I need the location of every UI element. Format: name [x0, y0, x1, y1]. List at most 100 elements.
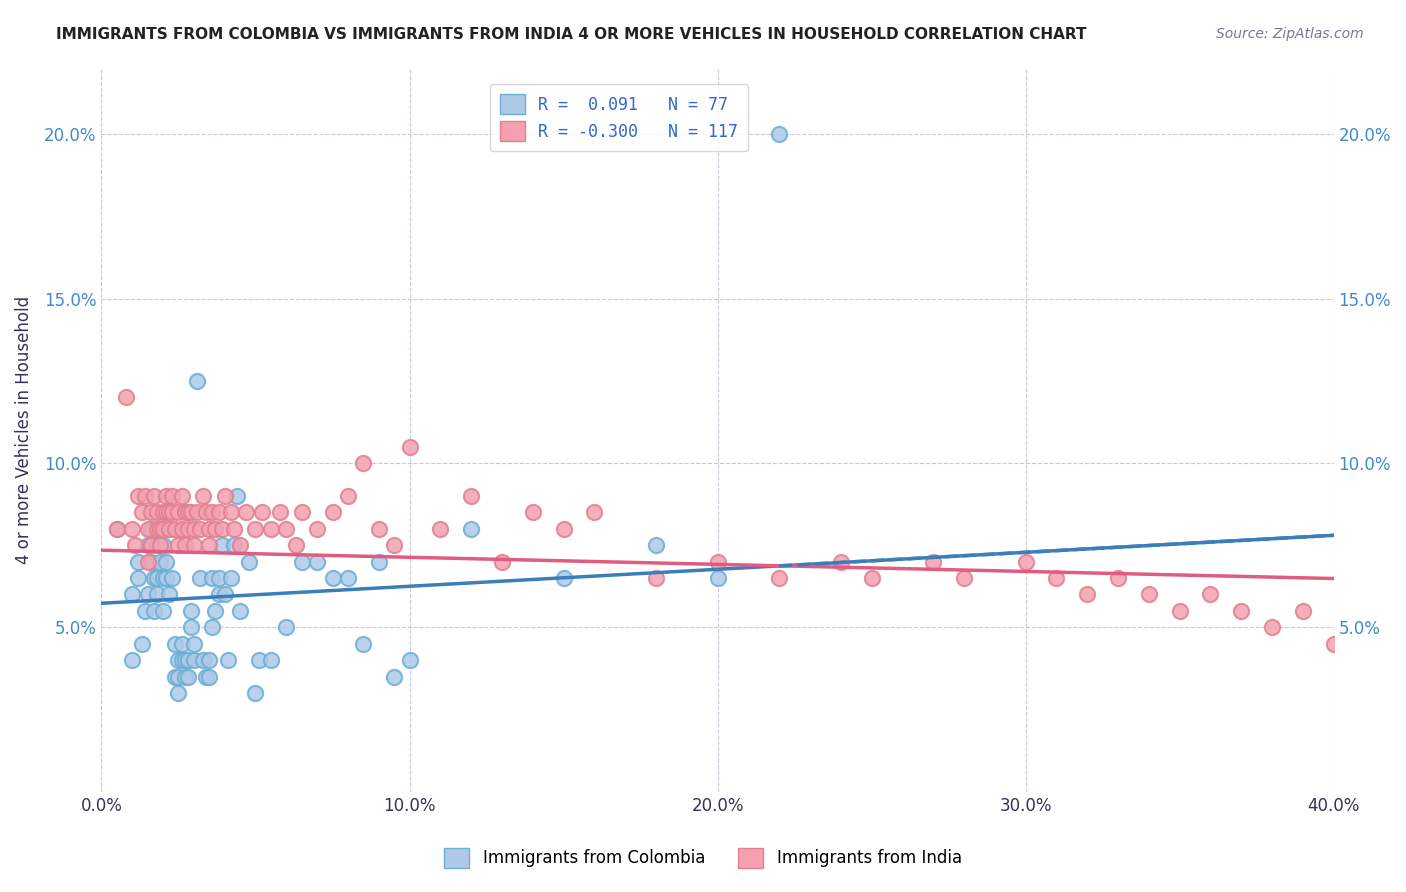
Point: [177, 653, 200, 667]
Point: [142, 571, 165, 585]
Point: [830, 555, 852, 569]
Point: [186, 374, 208, 388]
Point: [177, 670, 200, 684]
Point: [336, 489, 359, 503]
Point: [207, 587, 229, 601]
Point: [269, 505, 291, 519]
Point: [429, 522, 451, 536]
Point: [1323, 637, 1346, 651]
Point: [136, 522, 159, 536]
Point: [460, 489, 482, 503]
Point: [146, 522, 169, 536]
Point: [152, 571, 174, 585]
Point: [146, 505, 169, 519]
Point: [201, 505, 224, 519]
Point: [186, 505, 208, 519]
Point: [201, 571, 224, 585]
Point: [139, 505, 162, 519]
Point: [367, 522, 389, 536]
Point: [134, 604, 156, 618]
Point: [583, 505, 606, 519]
Point: [1107, 571, 1129, 585]
Point: [173, 653, 195, 667]
Point: [195, 670, 218, 684]
Point: [229, 538, 252, 552]
Point: [183, 522, 205, 536]
Point: [235, 505, 257, 519]
Point: [645, 538, 668, 552]
Point: [167, 686, 190, 700]
Text: IMMIGRANTS FROM COLOMBIA VS IMMIGRANTS FROM INDIA 4 OR MORE VEHICLES IN HOUSEHOL: IMMIGRANTS FROM COLOMBIA VS IMMIGRANTS F…: [56, 27, 1087, 42]
Legend: R =  0.091   N = 77, R = -0.300   N = 117: R = 0.091 N = 77, R = -0.300 N = 117: [489, 84, 748, 152]
Point: [188, 571, 211, 585]
Point: [768, 128, 790, 142]
Point: [768, 571, 790, 585]
Point: [139, 555, 162, 569]
Point: [250, 505, 273, 519]
Point: [321, 505, 343, 519]
Point: [198, 653, 221, 667]
Point: [229, 604, 252, 618]
Point: [1045, 571, 1067, 585]
Point: [149, 522, 172, 536]
Point: [165, 670, 187, 684]
Point: [177, 522, 200, 536]
Point: [157, 522, 180, 536]
Point: [336, 571, 359, 585]
Point: [352, 637, 374, 651]
Y-axis label: 4 or more Vehicles in Household: 4 or more Vehicles in Household: [15, 296, 32, 564]
Point: [124, 538, 146, 552]
Point: [131, 637, 153, 651]
Point: [121, 653, 143, 667]
Point: [1199, 587, 1222, 601]
Point: [121, 522, 143, 536]
Point: [1076, 587, 1098, 601]
Point: [321, 571, 343, 585]
Point: [553, 522, 575, 536]
Point: [207, 505, 229, 519]
Point: [207, 571, 229, 585]
Point: [165, 522, 187, 536]
Point: [247, 653, 270, 667]
Point: [149, 555, 172, 569]
Point: [136, 555, 159, 569]
Point: [167, 653, 190, 667]
Point: [157, 505, 180, 519]
Point: [922, 555, 945, 569]
Point: [491, 555, 513, 569]
Point: [165, 637, 187, 651]
Point: [152, 538, 174, 552]
Point: [146, 538, 169, 552]
Point: [152, 522, 174, 536]
Point: [460, 522, 482, 536]
Point: [157, 587, 180, 601]
Point: [173, 505, 195, 519]
Point: [1353, 620, 1375, 634]
Point: [195, 505, 218, 519]
Point: [167, 670, 190, 684]
Point: [127, 489, 149, 503]
Point: [142, 489, 165, 503]
Point: [860, 571, 883, 585]
Point: [291, 505, 314, 519]
Point: [219, 505, 242, 519]
Point: [131, 505, 153, 519]
Point: [177, 505, 200, 519]
Point: [398, 653, 420, 667]
Point: [398, 440, 420, 454]
Point: [162, 571, 184, 585]
Point: [149, 538, 172, 552]
Point: [276, 620, 298, 634]
Point: [198, 538, 221, 552]
Point: [162, 489, 184, 503]
Point: [173, 670, 195, 684]
Point: [214, 587, 236, 601]
Point: [183, 538, 205, 552]
Point: [115, 390, 138, 404]
Point: [382, 670, 405, 684]
Point: [152, 604, 174, 618]
Point: [136, 538, 159, 552]
Point: [214, 489, 236, 503]
Point: [226, 489, 249, 503]
Point: [180, 620, 202, 634]
